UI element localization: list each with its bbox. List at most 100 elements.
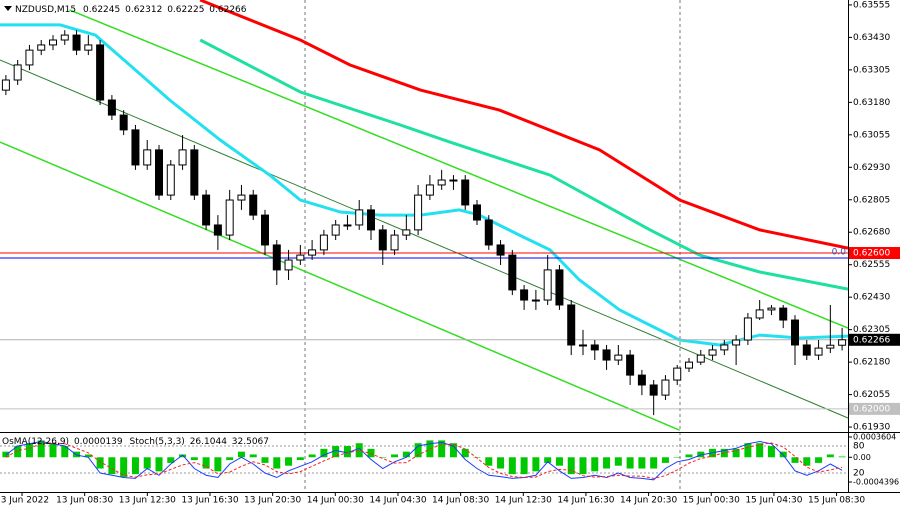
candle-body bbox=[661, 379, 670, 396]
osma-bar bbox=[190, 457, 198, 461]
osma-bar bbox=[520, 457, 528, 475]
osma-bar bbox=[14, 446, 22, 458]
osma-tick-label: 0.00 bbox=[853, 453, 871, 462]
candle-body bbox=[779, 307, 788, 321]
chart-header: NZDUSD,M15 0.62245 0.62312 0.62225 0.622… bbox=[4, 5, 247, 15]
candle-body bbox=[343, 224, 352, 227]
candle-body bbox=[649, 384, 658, 396]
candle-body bbox=[355, 209, 364, 226]
y-tick-label: 0.63555 bbox=[853, 0, 890, 10]
candle-body bbox=[743, 317, 752, 341]
osma-bar bbox=[379, 457, 387, 458]
osma-bar bbox=[391, 454, 399, 458]
osma-bar bbox=[143, 457, 151, 469]
channel-line bbox=[69, 9, 849, 329]
osma-bar bbox=[402, 451, 410, 458]
osma-bar bbox=[603, 457, 611, 469]
candle-body bbox=[590, 344, 599, 351]
y-tick-label: 0.61930 bbox=[853, 423, 890, 433]
candle-body bbox=[791, 319, 799, 346]
candle-body bbox=[826, 344, 835, 349]
y-tick-label: 0.62930 bbox=[853, 163, 890, 173]
x-tick-label: 14 Jun 04:30 bbox=[369, 496, 426, 506]
candle-body bbox=[331, 224, 340, 236]
candle-body bbox=[272, 244, 281, 271]
osma-bar bbox=[673, 457, 681, 458]
candle-body bbox=[84, 44, 93, 51]
overlay-layer bbox=[0, 0, 849, 431]
osma-bar bbox=[685, 454, 693, 458]
candle-body bbox=[37, 44, 46, 51]
x-tick-label: 13 Jun 16:30 bbox=[181, 496, 238, 506]
osma-bar bbox=[697, 451, 705, 458]
candle-body bbox=[261, 214, 269, 246]
stoch-signal-value: 32.5067 bbox=[232, 437, 269, 447]
osma-bar bbox=[638, 457, 646, 469]
candle-body bbox=[119, 114, 128, 131]
osma-bar bbox=[508, 457, 516, 475]
candle-body bbox=[696, 354, 705, 363]
osma-bar bbox=[214, 457, 222, 472]
osma-bar bbox=[61, 446, 69, 458]
stoch-main-line bbox=[5, 440, 843, 481]
y-tick-label: 0.63055 bbox=[853, 130, 890, 140]
osma-bar bbox=[732, 448, 740, 458]
x-tick-label: 14 Jun 12:30 bbox=[495, 496, 552, 506]
candle-body bbox=[131, 129, 140, 166]
osma-bar bbox=[438, 440, 446, 458]
stoch-signal-line bbox=[5, 442, 843, 479]
osma-bar bbox=[237, 451, 245, 458]
x-tick-label: 14 Jun 20:30 bbox=[620, 496, 677, 506]
osma-bar bbox=[25, 443, 33, 458]
candle-body bbox=[425, 184, 434, 196]
osma-bar bbox=[226, 457, 234, 461]
candle-body bbox=[49, 39, 57, 46]
osma-bar bbox=[826, 454, 834, 458]
osma-bar bbox=[744, 443, 752, 458]
candle-body bbox=[567, 304, 576, 346]
candle-body bbox=[626, 354, 635, 376]
current-price-label: 0.62266 bbox=[853, 335, 890, 345]
candle-body bbox=[107, 99, 116, 116]
level-label-box bbox=[849, 247, 900, 260]
header-open: 0.62245 bbox=[83, 5, 120, 15]
osma-bar bbox=[497, 457, 505, 469]
candle-body bbox=[484, 219, 493, 246]
candle-body bbox=[60, 34, 69, 41]
candle-body bbox=[284, 259, 293, 271]
candle-body bbox=[720, 344, 729, 351]
osma-bar bbox=[650, 457, 658, 469]
candle-body bbox=[814, 347, 823, 356]
candle-body bbox=[685, 361, 693, 369]
osma-bar bbox=[320, 448, 328, 458]
osma-tick-label: -0.0004396 bbox=[853, 478, 899, 487]
osma-bar bbox=[626, 457, 634, 469]
level-label: 0.62600 bbox=[853, 249, 890, 259]
candle-body bbox=[96, 44, 105, 101]
candle-body bbox=[378, 229, 387, 251]
osma-tick-label: 0.0003604 bbox=[853, 433, 896, 442]
osma-bar bbox=[108, 457, 116, 475]
moving-average bbox=[199, 0, 849, 250]
osma-bar bbox=[532, 457, 540, 472]
osma-bar bbox=[96, 457, 104, 469]
candle-body bbox=[319, 234, 328, 251]
indicator-header: OsMA(12,26,9) 0.0000139 Stoch(5,3,3) 26.… bbox=[2, 437, 269, 447]
stoch-tick-label: 20 bbox=[853, 469, 865, 479]
osma-bar bbox=[461, 448, 469, 458]
osma-bar bbox=[485, 457, 493, 466]
candle-body bbox=[437, 179, 446, 186]
channel-line bbox=[0, 59, 849, 419]
osma-bar bbox=[815, 457, 823, 463]
x-tick-label: 13 Jun 20:30 bbox=[244, 496, 301, 506]
candle-body bbox=[190, 149, 199, 196]
x-tick-label: 14 Jun 16:30 bbox=[557, 496, 614, 506]
osma-bar bbox=[414, 443, 422, 458]
header-low: 0.62225 bbox=[167, 5, 204, 15]
y-tick-label: 0.62430 bbox=[853, 293, 890, 303]
osma-bar bbox=[202, 457, 210, 469]
header-high: 0.62312 bbox=[125, 5, 162, 15]
candle-body bbox=[202, 194, 211, 226]
